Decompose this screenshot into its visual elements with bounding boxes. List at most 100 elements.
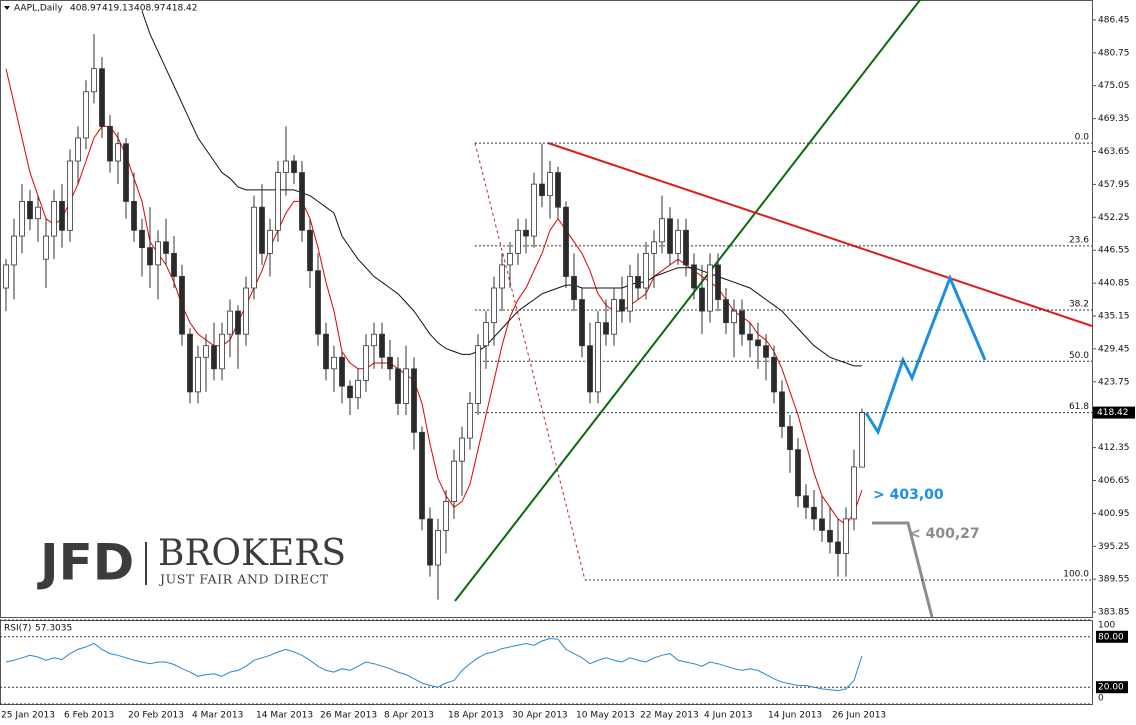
x-tick-label: 26 Mar 2013: [320, 711, 377, 721]
logo-brand: JFD: [37, 534, 134, 592]
rsi-frame: [0, 620, 1093, 705]
x-tick-label: 8 Apr 2013: [384, 711, 434, 721]
candle-body: [275, 172, 281, 231]
candle-body: [539, 183, 545, 197]
candle-body: [323, 333, 329, 370]
bull-projection: [864, 273, 987, 436]
y-tick-label: 475.05: [1098, 81, 1130, 91]
candle-body: [35, 206, 41, 220]
candle-body: [499, 264, 505, 289]
candle-body: [11, 235, 17, 266]
y-tick-label: 457.95: [1098, 180, 1130, 190]
candle-body: [627, 276, 633, 312]
candle-body: [595, 322, 601, 393]
y-tick-label: 469.35: [1098, 114, 1130, 124]
resistance-trendline: [547, 142, 1093, 327]
candle-body: [579, 299, 585, 347]
y-tick-label: 452.25: [1098, 213, 1130, 223]
fib-label: 0.0: [1075, 133, 1090, 143]
candle-body: [803, 495, 809, 508]
candle-body: [547, 172, 553, 197]
candle-body: [371, 333, 377, 347]
candle-body: [459, 437, 465, 462]
candle-body: [795, 449, 801, 497]
candle-body: [347, 385, 353, 399]
candle-body: [667, 218, 673, 254]
fib-label: 100.0: [1063, 570, 1089, 580]
candle-body: [707, 264, 713, 312]
candle-body: [515, 229, 521, 254]
candle-body: [99, 68, 105, 127]
logo: JFD BROKERS JUST FAIR AND DIRECT: [37, 533, 346, 592]
target-up: > 403,00: [873, 487, 944, 503]
candle-body: [587, 345, 593, 393]
candle-body: [763, 345, 769, 358]
candle-body: [835, 541, 841, 554]
candle-body: [755, 339, 761, 347]
candle-body: [779, 391, 785, 427]
y-tick-label: 440.85: [1098, 279, 1130, 289]
y-tick-label: 406.65: [1098, 476, 1130, 486]
candle-body: [787, 426, 793, 451]
y-tick-label: 400.95: [1098, 509, 1130, 519]
x-tick-label: 14 Jun 2013: [768, 711, 822, 721]
candle-body: [331, 356, 337, 370]
candle-body: [827, 530, 833, 543]
candle-body: [211, 345, 217, 370]
y-tick-label: 486.45: [1098, 15, 1130, 25]
candle-body: [651, 241, 657, 254]
x-tick-label: 14 Mar 2013: [256, 711, 313, 721]
candle-body: [403, 368, 409, 404]
candle-body: [163, 241, 169, 254]
candle-body: [715, 264, 721, 300]
candle-body: [147, 247, 153, 266]
rsi-name: RSI(7): [4, 624, 31, 634]
candle-body: [91, 68, 97, 93]
candle-body: [19, 201, 25, 237]
candle-body: [291, 160, 297, 173]
candle-body: [227, 310, 233, 335]
candle-body: [219, 333, 225, 370]
candle-body: [387, 356, 393, 370]
support-trendline: [454, 0, 921, 602]
fib-label: 50.0: [1069, 351, 1089, 361]
y-tick-label: 423.75: [1098, 377, 1130, 387]
candle-body: [363, 345, 369, 381]
candle-body: [123, 143, 129, 202]
candle-body: [611, 299, 617, 335]
candle-body: [531, 183, 537, 237]
x-tick-label: 6 Feb 2013: [64, 711, 114, 721]
fib-label: 23.6: [1069, 235, 1089, 245]
x-tick-label: 10 May 2013: [576, 711, 635, 721]
y-tick-label: 389.55: [1098, 575, 1130, 585]
candle-body: [819, 518, 825, 531]
candle-body: [251, 206, 257, 289]
candle-body: [619, 299, 625, 312]
low: 408.97: [134, 4, 166, 14]
y-tick-label: 412.35: [1098, 443, 1130, 453]
fib-label: 38.2: [1069, 299, 1089, 309]
logo-tagline: JUST FAIR AND DIRECT: [158, 572, 329, 587]
bear-projection: [872, 521, 934, 618]
candle-body: [67, 160, 73, 231]
candle-body: [307, 229, 313, 272]
x-tick-label: 26 Jun 2013: [832, 711, 886, 721]
candle-body: [179, 276, 185, 335]
candle-body: [451, 460, 457, 502]
close: 418.42: [166, 4, 198, 14]
candle-body: [523, 229, 529, 237]
y-tick-label: 480.75: [1098, 48, 1130, 58]
candle-body: [339, 356, 345, 387]
symbol: AAPL,Daily: [14, 4, 63, 14]
candle-body: [155, 241, 161, 266]
rsi-tick-box: [1096, 630, 1128, 643]
menu-icon: [4, 6, 10, 10]
candle-body: [483, 322, 489, 347]
rsi-value: 57.3035: [35, 624, 72, 634]
candle-body: [747, 333, 753, 341]
candle-body: [507, 252, 513, 266]
candle-body: [27, 201, 33, 220]
rsi-tick-label: 20.00: [1098, 683, 1124, 693]
fib-label: 61.8: [1069, 402, 1089, 412]
